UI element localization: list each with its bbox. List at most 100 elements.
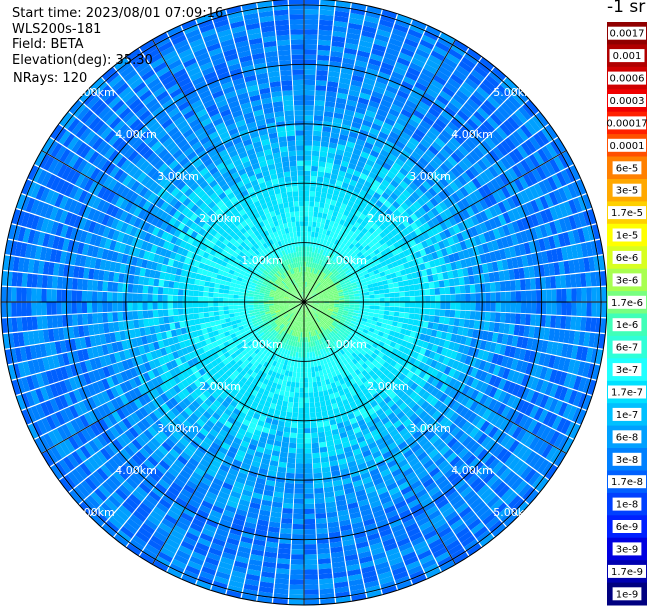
data-gate (339, 303, 345, 307)
data-gate (461, 535, 476, 548)
data-gate (346, 497, 358, 505)
data-gate (418, 379, 427, 388)
data-gate (488, 230, 496, 241)
data-gate (488, 426, 499, 439)
data-gate (408, 155, 419, 165)
data-gate (167, 486, 180, 497)
data-gate (299, 377, 304, 383)
data-gate (351, 364, 358, 372)
data-gate (367, 283, 374, 289)
data-gate (100, 464, 113, 478)
data-gate (305, 281, 308, 287)
data-gate (305, 306, 308, 312)
data-gate (321, 136, 330, 143)
data-gate (233, 437, 243, 445)
data-gate (366, 590, 382, 599)
data-gate (511, 257, 519, 269)
data-gate (549, 430, 561, 446)
data-gate (205, 468, 217, 478)
data-gate (525, 229, 534, 242)
data-gate (299, 382, 304, 388)
data-gate (318, 304, 324, 307)
data-gate (399, 167, 409, 177)
data-gate (280, 523, 292, 529)
data-gate (417, 43, 432, 55)
data-gate (396, 246, 403, 254)
data-gate (319, 303, 325, 306)
data-gate (567, 230, 576, 245)
data-gate (544, 193, 554, 208)
data-gate (453, 478, 466, 491)
data-gate (396, 14, 412, 24)
data-gate (205, 419, 215, 429)
data-gate (403, 76, 416, 86)
data-gate (271, 382, 278, 389)
data-gate (383, 310, 390, 316)
data-gate (279, 323, 284, 329)
data-gate (537, 441, 549, 456)
data-gate (565, 167, 576, 183)
data-gate (211, 359, 219, 368)
data-gate (242, 435, 252, 444)
data-gate (364, 403, 373, 412)
data-gate (408, 137, 420, 147)
data-gate (120, 464, 133, 477)
data-gate (354, 296, 360, 300)
data-gate (448, 48, 463, 61)
data-gate (287, 317, 292, 322)
data-gate (365, 322, 372, 328)
data-gate (470, 114, 483, 127)
data-gate (322, 385, 328, 391)
data-gate (307, 294, 311, 299)
data-gate (122, 417, 133, 430)
data-gate (548, 398, 559, 413)
data-gate (580, 242, 589, 258)
data-gate (411, 272, 418, 279)
data-gate (326, 214, 332, 221)
data-gate (309, 277, 312, 283)
data-gate (365, 110, 376, 118)
data-gate (502, 392, 512, 405)
data-gate (240, 536, 254, 544)
data-gate (319, 395, 325, 402)
data-gate (576, 409, 587, 425)
data-gate (402, 405, 411, 415)
data-gate (577, 195, 588, 211)
data-gate (308, 303, 314, 306)
data-gate (312, 320, 316, 325)
data-gate (424, 246, 432, 255)
data-gate (310, 290, 315, 295)
data-gate (403, 490, 415, 500)
data-gate (351, 121, 362, 129)
data-gate (153, 506, 166, 518)
data-gate (360, 445, 370, 453)
data-gate (516, 256, 524, 268)
data-gate (431, 217, 440, 226)
data-gate (215, 357, 223, 365)
data-gate (476, 484, 490, 497)
data-gate (336, 422, 345, 429)
data-gate (439, 32, 455, 44)
data-gate (435, 295, 441, 302)
data-gate (323, 481, 333, 488)
data-gate (484, 373, 493, 384)
data-gate (380, 580, 396, 590)
data-gate (336, 92, 348, 100)
data-gate (381, 585, 397, 595)
data-gate (297, 336, 301, 343)
data-gate (367, 258, 374, 264)
data-gate (328, 297, 335, 300)
data-gate (334, 303, 340, 306)
data-gate (296, 448, 304, 454)
data-gate (343, 376, 350, 383)
data-gate (341, 333, 348, 340)
data-gate (575, 346, 584, 361)
data-gate (428, 187, 438, 197)
data-gate (511, 194, 521, 208)
data-gate (359, 383, 367, 391)
data-gate (435, 302, 441, 309)
data-gate (393, 266, 400, 273)
data-gate (327, 409, 334, 416)
data-gate (313, 295, 318, 298)
data-gate (455, 189, 465, 200)
